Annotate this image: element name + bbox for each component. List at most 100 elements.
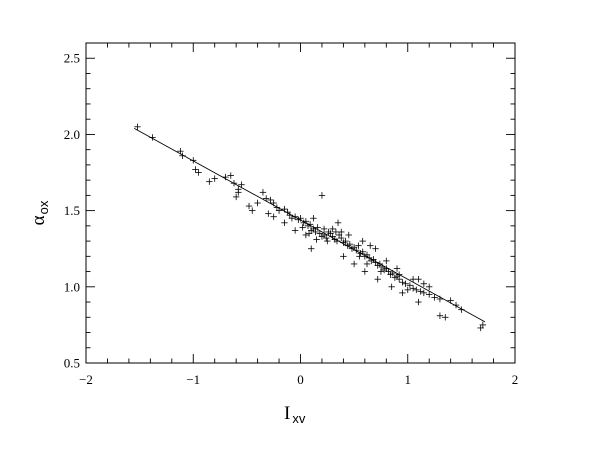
data-point — [409, 285, 417, 292]
data-point — [232, 193, 240, 201]
y-tick-label: 2.0 — [64, 127, 80, 142]
svg-text:αox: αox — [28, 200, 51, 225]
data-point — [413, 286, 420, 294]
data-point — [314, 224, 321, 231]
data-point — [338, 234, 345, 242]
axis-ticks — [85, 42, 516, 364]
data-point — [356, 253, 363, 260]
data-point — [230, 179, 238, 187]
data-point — [359, 248, 366, 255]
data-point — [313, 236, 320, 243]
x-tick-label: 2 — [512, 372, 519, 387]
data-point — [333, 237, 341, 245]
data-point — [350, 260, 358, 268]
y-tick-label: 2.5 — [64, 51, 80, 66]
data-point — [402, 280, 409, 287]
data-point — [281, 219, 288, 227]
y-axis-label: αox — [28, 200, 51, 225]
data-point — [399, 289, 406, 297]
data-point — [211, 175, 218, 182]
data-point — [324, 237, 331, 245]
data-point — [320, 225, 328, 233]
data-point — [359, 237, 366, 245]
data-point — [179, 152, 186, 159]
data-point — [238, 181, 245, 188]
data-point — [436, 312, 444, 319]
data-point — [367, 242, 374, 249]
data-point — [415, 275, 422, 283]
data-point — [306, 221, 314, 228]
data-point — [426, 283, 433, 291]
plot-frame — [85, 42, 516, 364]
data-point — [389, 269, 396, 277]
data-point — [149, 134, 156, 141]
data-point — [436, 295, 444, 303]
y-axis-label-main: α — [28, 215, 49, 225]
data-point — [310, 215, 317, 222]
data-point — [323, 234, 330, 242]
x-tick-label: −2 — [79, 372, 93, 387]
y-axis-label-sub: ox — [36, 200, 51, 214]
data-point — [134, 123, 141, 131]
x-tick-label: 1 — [405, 372, 412, 387]
data-point — [388, 283, 395, 291]
data-point — [346, 240, 354, 248]
data-point — [345, 231, 352, 239]
data-point — [452, 301, 460, 309]
data-point — [377, 268, 385, 275]
data-point — [426, 291, 433, 298]
data-point — [363, 260, 371, 268]
data-point — [190, 157, 197, 164]
data-point — [355, 242, 362, 249]
data-point — [399, 279, 406, 286]
data-point — [195, 169, 202, 176]
data-point — [479, 321, 487, 329]
data-point — [305, 230, 313, 237]
data-point — [318, 192, 326, 199]
data-point — [393, 265, 401, 272]
tick-labels: −2 −1 0 1 2 0.5 1.0 1.5 2.0 2.5 — [64, 51, 519, 387]
data-point — [270, 213, 277, 220]
data-point — [383, 257, 390, 265]
data-point — [227, 172, 234, 179]
x-axis-label-main: I — [284, 403, 290, 424]
data-point — [409, 275, 417, 283]
data-point — [340, 253, 347, 260]
x-axis-label-sub: xv — [292, 411, 306, 426]
data-point — [270, 199, 277, 207]
data-point — [262, 195, 270, 202]
data-point — [245, 202, 253, 210]
y-tick-label: 1.0 — [64, 279, 80, 294]
data-point — [265, 210, 272, 217]
data-point — [177, 147, 184, 155]
data-point — [342, 237, 349, 245]
data-points — [134, 123, 487, 332]
data-point — [420, 280, 428, 287]
data-point — [249, 207, 256, 214]
data-point — [361, 268, 369, 275]
data-point — [254, 199, 261, 207]
fit-line — [134, 127, 486, 323]
data-point — [447, 297, 454, 304]
data-point — [404, 286, 411, 294]
data-point — [302, 231, 310, 239]
x-tick-label: −1 — [186, 372, 200, 387]
data-point — [299, 224, 306, 231]
data-point — [406, 282, 414, 289]
data-point — [222, 173, 229, 181]
data-point — [442, 314, 449, 321]
y-tick-label: 1.5 — [64, 203, 80, 218]
data-point — [420, 289, 428, 297]
data-point — [291, 227, 299, 234]
data-point — [297, 215, 304, 222]
data-point — [329, 225, 336, 233]
data-point — [275, 207, 283, 214]
data-point — [431, 294, 438, 301]
data-point — [192, 166, 199, 173]
data-point — [395, 271, 403, 278]
data-point — [302, 218, 310, 225]
data-point — [288, 215, 296, 222]
data-point — [291, 213, 299, 220]
